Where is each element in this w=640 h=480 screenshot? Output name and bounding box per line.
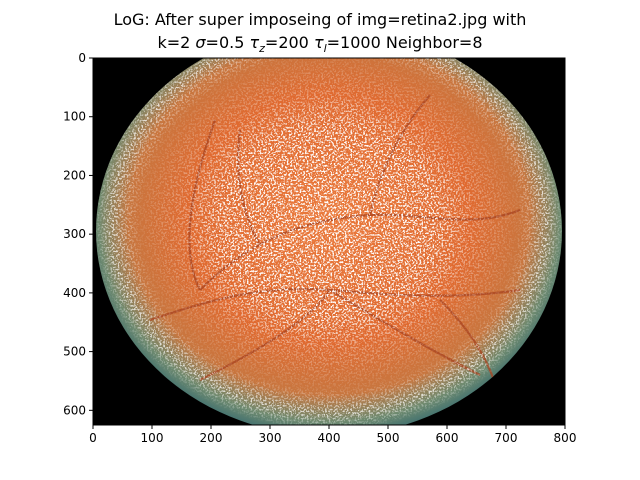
x-tick-label: 200 bbox=[200, 431, 223, 445]
x-tick-label: 700 bbox=[495, 431, 518, 445]
chart-title-line-1: LoG: After super imposeing of img=retina… bbox=[114, 10, 527, 29]
x-tick-label: 400 bbox=[318, 431, 341, 445]
image-area bbox=[93, 58, 565, 425]
y-tick-label: 500 bbox=[63, 345, 86, 359]
y-tick-label: 0 bbox=[78, 51, 86, 65]
edge-overlay bbox=[96, 58, 562, 425]
chart-title-line-2: k=2 σ=0.5 τz=200 τl=1000 Neighbor=8 bbox=[157, 33, 482, 55]
y-tick-label: 400 bbox=[63, 286, 86, 300]
x-tick-label: 800 bbox=[554, 431, 577, 445]
y-tick-label: 200 bbox=[63, 168, 86, 182]
x-tick-label: 300 bbox=[259, 431, 282, 445]
x-tick-label: 0 bbox=[89, 431, 97, 445]
x-tick-label: 100 bbox=[141, 431, 164, 445]
x-tick-label: 500 bbox=[377, 431, 400, 445]
y-axis-ticks: 0 100 200 300 400 500 600 bbox=[63, 51, 93, 417]
y-tick-label: 600 bbox=[63, 403, 86, 417]
y-tick-label: 100 bbox=[63, 110, 86, 124]
y-tick-label: 300 bbox=[63, 227, 86, 241]
x-axis-ticks: 0 100 200 300 400 500 600 700 800 bbox=[89, 425, 576, 445]
x-tick-label: 600 bbox=[436, 431, 459, 445]
